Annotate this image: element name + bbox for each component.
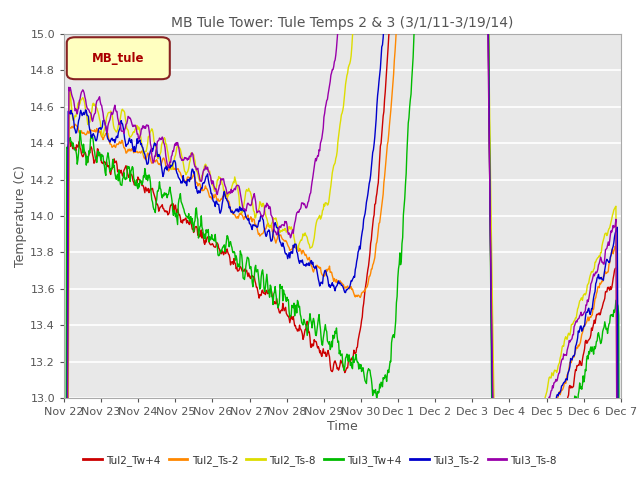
Legend: Tul2_Tw+4, Tul2_Ts-2, Tul2_Ts-8, Tul3_Tw+4, Tul3_Ts-2, Tul3_Ts-8: Tul2_Tw+4, Tul2_Ts-2, Tul2_Ts-8, Tul3_Tw… [79,451,561,470]
Y-axis label: Temperature (C): Temperature (C) [14,165,28,267]
Text: MB_tule: MB_tule [92,52,145,65]
Title: MB Tule Tower: Tule Temps 2 & 3 (3/1/11-3/19/14): MB Tule Tower: Tule Temps 2 & 3 (3/1/11-… [172,16,513,30]
X-axis label: Time: Time [327,420,358,433]
FancyBboxPatch shape [67,37,170,79]
